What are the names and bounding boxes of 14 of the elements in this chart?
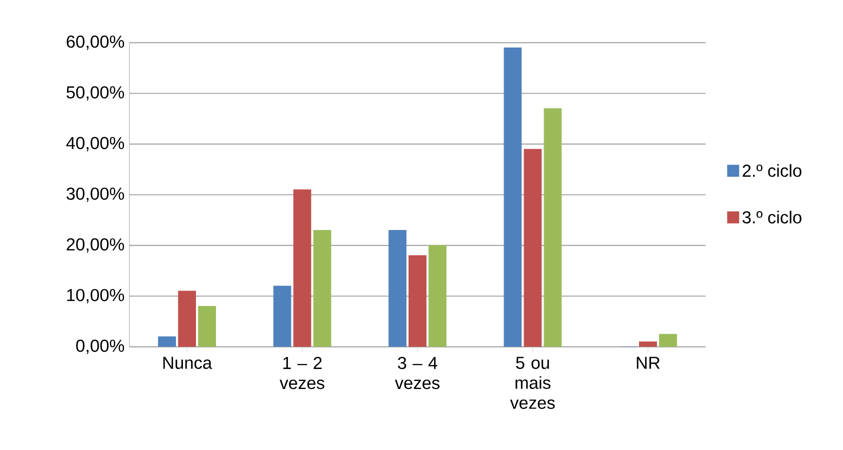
- y-tick-label: 30,00%: [66, 188, 124, 202]
- x-tick-label: Nunca: [163, 357, 212, 370]
- x-tick-label: 3 – 4 vezes: [394, 357, 440, 390]
- y-tick-label: 40,00%: [66, 137, 124, 152]
- y-tick-label: 10,00%: [67, 289, 124, 304]
- x-tick-label: 1 – 2 vezes: [280, 357, 324, 390]
- y-tick-label: 60,00%: [66, 36, 124, 50]
- x-tick-label: NR: [636, 357, 660, 370]
- legend-label: 3.º ciclo: [742, 210, 802, 224]
- y-tick-label: 50,00%: [66, 86, 124, 101]
- x-tick-label: 5 ou mais vezes: [510, 357, 555, 410]
- legend-label: 2.º ciclo: [742, 164, 802, 178]
- y-tick-label: 0,00%: [76, 340, 124, 354]
- y-tick-label: 20,00%: [66, 238, 124, 253]
